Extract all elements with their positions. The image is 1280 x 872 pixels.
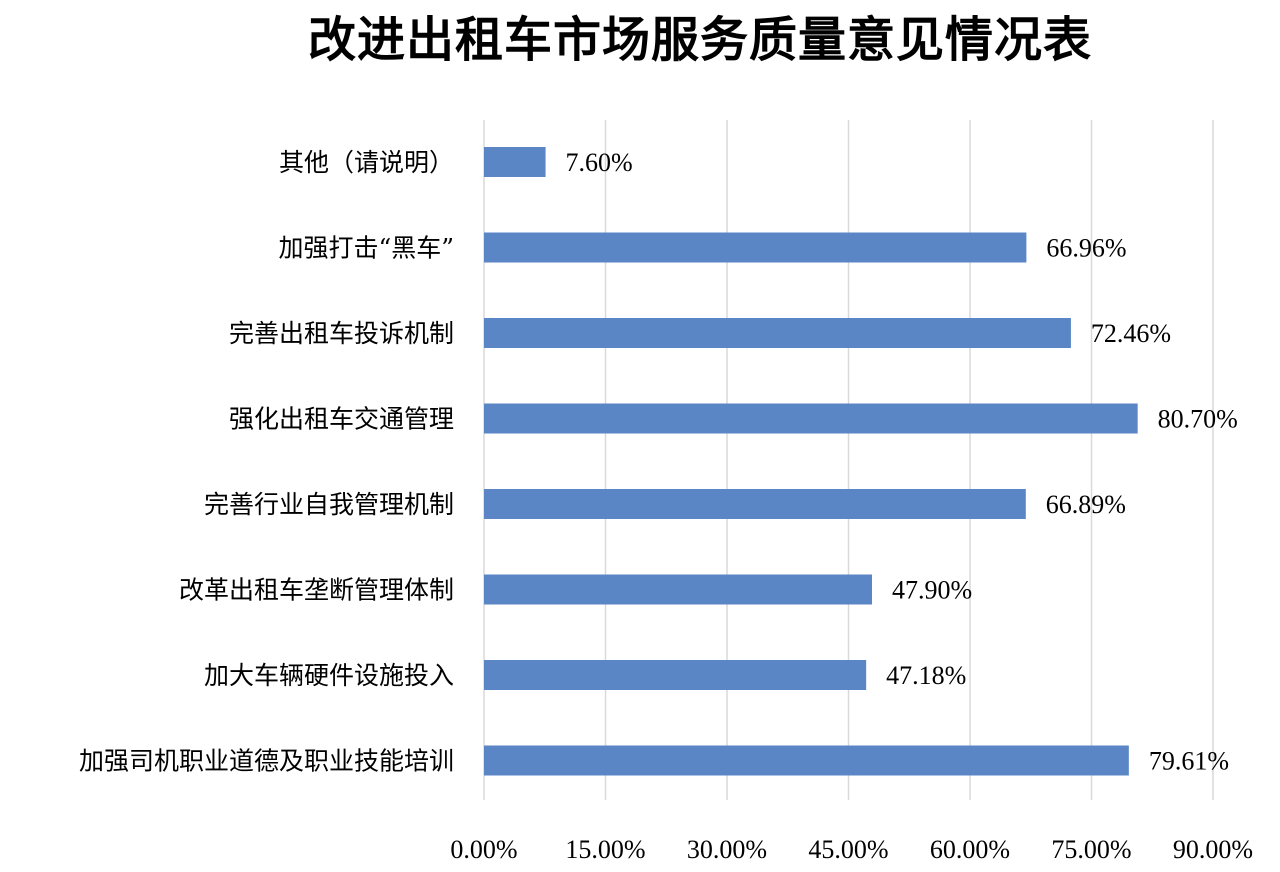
bar [484, 489, 1026, 519]
x-tick-label: 0.00% [450, 835, 517, 864]
x-tick-label: 60.00% [930, 835, 1010, 864]
x-tick-label: 15.00% [565, 835, 645, 864]
category-label: 加大车辆硬件设施投入 [204, 661, 454, 690]
bar [484, 147, 546, 177]
bar [484, 232, 1027, 263]
x-tick-label: 75.00% [1051, 835, 1131, 864]
x-axis-tick-labels: 0.00% 15.00% 30.00% 45.00% 60.00% 75.00% 90.00… [450, 835, 1253, 864]
grid-lines [483, 120, 1214, 800]
data-label: 80.70% [1158, 405, 1238, 434]
bar [484, 574, 872, 605]
x-tick-label: 90.00% [1173, 835, 1253, 864]
bar [484, 403, 1138, 434]
category-label: 其他（请说明） [279, 148, 454, 177]
category-label: 完善行业自我管理机制 [204, 490, 454, 519]
bar [484, 745, 1129, 776]
x-tick-label: 45.00% [808, 835, 888, 864]
data-label: 66.96% [1046, 234, 1126, 263]
data-label: 47.18% [886, 661, 966, 690]
category-label: 加强司机职业道德及职业技能培训 [79, 747, 454, 776]
data-label: 79.61% [1149, 747, 1229, 776]
chart-title: 改进出租车市场服务质量意见情况表 [307, 12, 1092, 68]
data-label: 7.60% [566, 148, 633, 177]
data-label: 72.46% [1091, 319, 1171, 348]
bar [484, 660, 867, 690]
category-label: 加强打击“黑车” [278, 234, 454, 263]
value-labels: 7.60% 66.96% 72.46% 80.70% 66.89% 47.90% 47.18… [566, 148, 1238, 776]
bars [484, 147, 1138, 776]
x-tick-label: 30.00% [687, 835, 767, 864]
category-label: 改革出租车垄断管理体制 [179, 576, 454, 605]
bar [484, 318, 1071, 348]
data-label: 47.90% [892, 576, 972, 605]
category-label: 强化出租车交通管理 [229, 405, 454, 434]
category-label: 完善出租车投诉机制 [229, 319, 454, 348]
category-labels: 其他（请说明） 加强打击“黑车” 完善出租车投诉机制强化出租车交通管理完善行业自我管… [79, 148, 454, 776]
data-label: 66.89% [1046, 490, 1126, 519]
